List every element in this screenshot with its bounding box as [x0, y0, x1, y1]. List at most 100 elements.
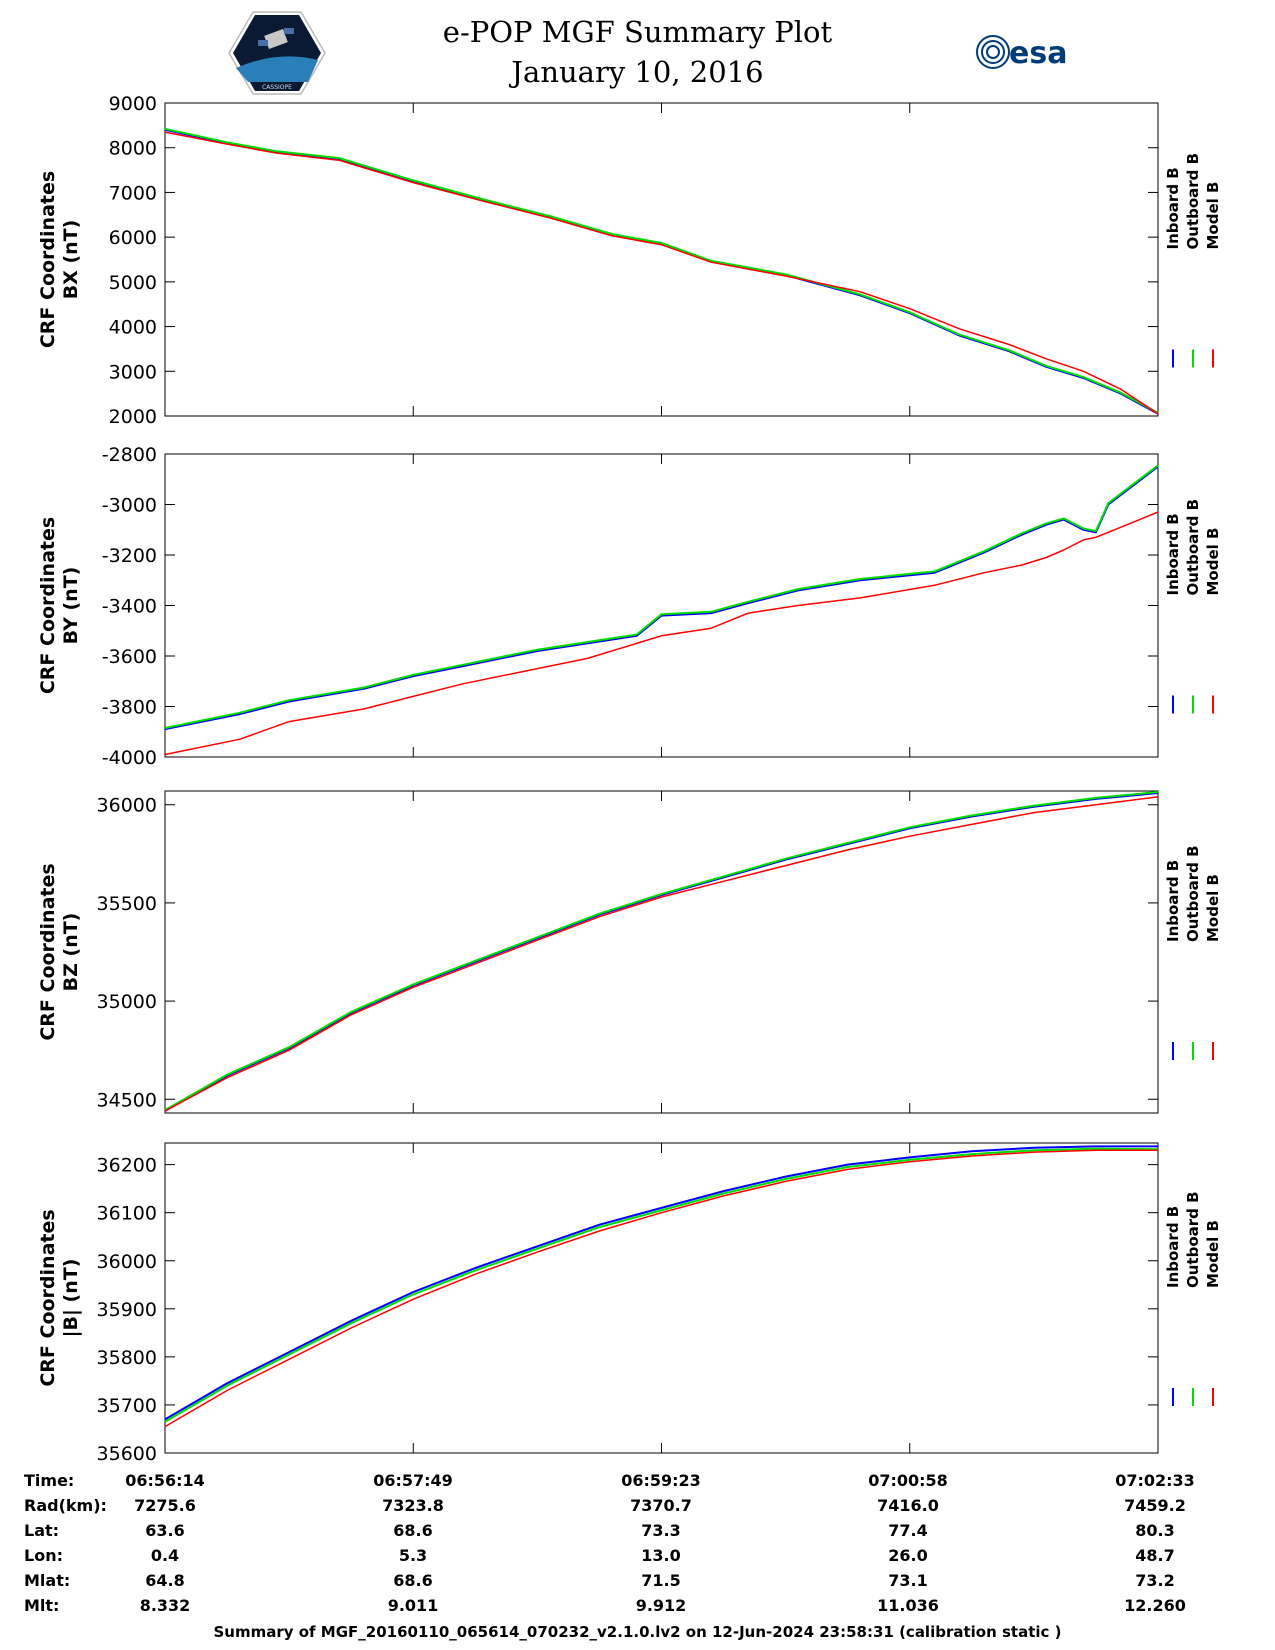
legend-label: Model B	[1204, 182, 1222, 250]
ephem-lat: 73.3	[641, 1521, 681, 1540]
ephem-label-lat: Lat:	[24, 1521, 60, 1540]
y-tick-label: 3000	[109, 361, 157, 383]
ephem-label-radius: Rad(km):	[24, 1496, 107, 1515]
ephem-mlt: 12.260	[1124, 1596, 1186, 1615]
y-tick-label: -4000	[102, 747, 157, 769]
y-tick-label: 35700	[97, 1395, 157, 1417]
y-axis-label: CRF Coordinates	[37, 517, 59, 694]
ephem-mlt: 9.011	[387, 1596, 439, 1615]
ephem-mlat: 68.6	[393, 1571, 433, 1590]
y-tick-label: 2000	[109, 406, 157, 428]
footer-summary: Summary of MGF_20160110_065614_070232_v2…	[213, 1623, 1062, 1641]
ephem-lat: 77.4	[888, 1521, 928, 1540]
ephem-lon: 0.4	[150, 1546, 180, 1565]
ephem-lon: 26.0	[888, 1546, 928, 1565]
mission-logo: CASSIOPE	[228, 11, 326, 95]
ephem-time: 07:02:33	[1115, 1471, 1195, 1490]
ephem-time: 06:57:49	[373, 1471, 453, 1490]
ephem-lon: 5.3	[398, 1546, 428, 1565]
ephem-mlt: 8.332	[139, 1596, 191, 1615]
ephem-radius: 7459.2	[1124, 1496, 1186, 1515]
ephem-radius: 7323.8	[382, 1496, 444, 1515]
y-axis-label: |B| (nT)	[60, 1259, 82, 1338]
series-line	[164, 511, 1159, 756]
series-line	[164, 791, 1159, 1111]
y-tick-label: 36000	[97, 795, 157, 817]
plot-title: e-POP MGF Summary Plot	[442, 15, 833, 49]
legend-label: Inboard B	[1164, 167, 1182, 249]
series-line	[164, 465, 1159, 731]
ephem-lat: 63.6	[145, 1521, 185, 1540]
plot-frame	[164, 102, 1159, 417]
legend-label: Outboard B	[1184, 499, 1202, 596]
y-tick-label: 35600	[97, 1443, 157, 1465]
ephem-label-lon: Lon:	[24, 1546, 63, 1565]
ephem-mlat: 64.8	[145, 1571, 185, 1590]
ephem-mlt: 9.912	[635, 1596, 687, 1615]
svg-text:CASSIOPE: CASSIOPE	[262, 84, 292, 91]
ephem-radius: 7416.0	[877, 1496, 939, 1515]
legend-label: Model B	[1204, 874, 1222, 942]
legend-label: Outboard B	[1184, 1191, 1202, 1288]
y-tick-label: 8000	[109, 138, 157, 160]
legend-label: Outboard B	[1184, 153, 1202, 250]
series-line	[164, 796, 1159, 1112]
series-line	[164, 1145, 1158, 1421]
y-tick-label: -2800	[102, 444, 157, 466]
plot-frame	[164, 1142, 1159, 1454]
y-tick-label: 7000	[109, 182, 157, 204]
y-axis-label: BY (nT)	[60, 567, 82, 645]
plot-frame	[164, 453, 1159, 758]
y-tick-label: 35500	[97, 893, 157, 915]
series-line	[164, 127, 1159, 414]
legend-label: Model B	[1204, 528, 1222, 596]
series-line	[164, 1147, 1159, 1423]
ephem-lon: 13.0	[641, 1546, 681, 1565]
y-tick-label: -3600	[102, 646, 157, 668]
y-tick-label: 36200	[97, 1155, 157, 1177]
y-axis-label: CRF Coordinates	[37, 1209, 59, 1386]
y-axis-label: BX (nT)	[60, 220, 82, 300]
legend-label: Model B	[1204, 1220, 1222, 1288]
ephem-label-time: Time:	[24, 1471, 75, 1490]
y-tick-label: 35900	[97, 1299, 157, 1321]
y-tick-label: 5000	[109, 272, 157, 294]
y-tick-label: -3000	[102, 495, 157, 517]
legend-label: Inboard B	[1164, 513, 1182, 595]
plot-date: January 10, 2016	[511, 55, 764, 89]
ephem-time: 06:56:14	[125, 1471, 205, 1490]
ephem-label-mlat: Mlat:	[24, 1571, 71, 1590]
ephem-mlat: 71.5	[641, 1571, 681, 1590]
ephem-lon: 48.7	[1135, 1546, 1175, 1565]
y-tick-label: 35800	[97, 1347, 157, 1369]
series-line	[164, 131, 1159, 415]
y-tick-label: 34500	[97, 1089, 157, 1111]
ephem-radius: 7275.6	[134, 1496, 196, 1515]
y-tick-label: -3400	[102, 596, 157, 618]
y-tick-label: 9000	[109, 93, 157, 115]
y-axis-label: BZ (nT)	[60, 913, 82, 992]
ephem-mlat: 73.2	[1135, 1571, 1175, 1590]
legend-label: Inboard B	[1164, 860, 1182, 942]
y-tick-label: 36000	[97, 1251, 157, 1273]
series-line	[164, 464, 1159, 729]
esa-logo: esa	[976, 35, 1067, 71]
svg-text:esa: esa	[1009, 36, 1067, 71]
ephem-lat: 68.6	[393, 1521, 433, 1540]
legend-label: Inboard B	[1164, 1206, 1182, 1288]
y-tick-label: 36100	[97, 1203, 157, 1225]
y-axis-label: CRF Coordinates	[37, 171, 59, 348]
y-tick-label: 6000	[109, 227, 157, 249]
series-line	[164, 1149, 1158, 1428]
ephem-mlat: 73.1	[888, 1571, 928, 1590]
ephem-mlt: 11.036	[877, 1596, 939, 1615]
ephem-lat: 80.3	[1135, 1521, 1175, 1540]
ephem-time: 07:00:58	[868, 1471, 948, 1490]
y-tick-label: 4000	[109, 317, 157, 339]
ephem-time: 06:59:23	[621, 1471, 701, 1490]
y-tick-label: -3800	[102, 697, 157, 719]
plot-frame	[164, 790, 1159, 1114]
y-tick-label: 35000	[97, 991, 157, 1013]
ephem-label-mlt: Mlt:	[24, 1596, 60, 1615]
